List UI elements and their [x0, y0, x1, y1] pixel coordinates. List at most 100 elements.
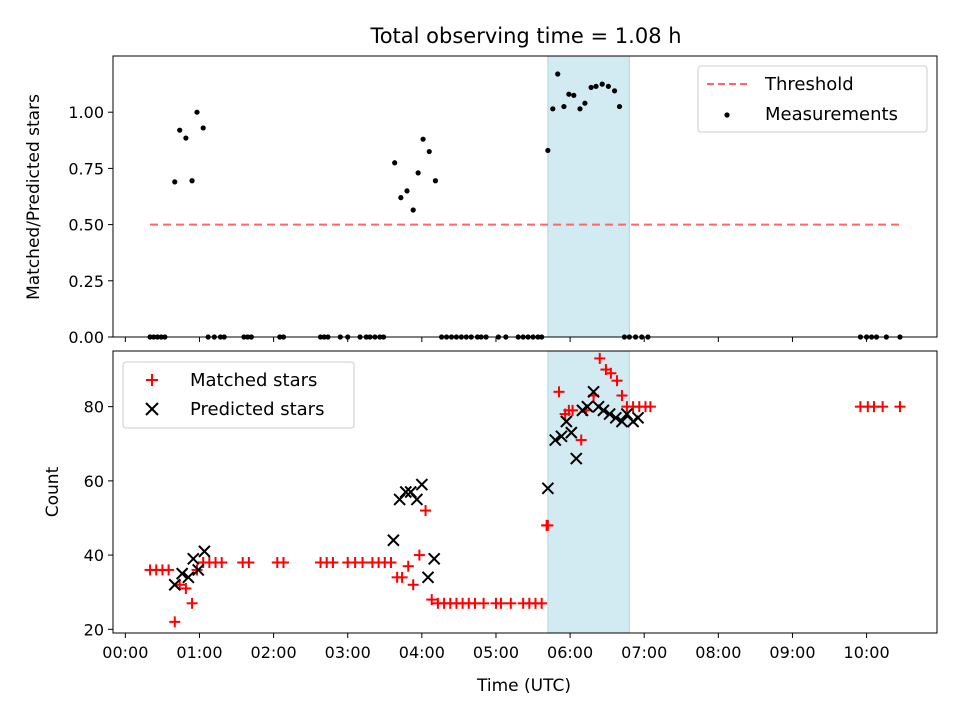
count-x-tick-label: 07:00 — [621, 643, 667, 662]
measurement-point — [550, 106, 556, 112]
measurement-point — [398, 195, 404, 201]
measurement-point — [183, 135, 189, 141]
matched-star-point — [327, 557, 339, 568]
ratio-y-tick-label: 1.00 — [68, 103, 104, 122]
count-legend: Matched stars Predicted stars — [122, 361, 355, 429]
measurement-point — [172, 179, 178, 185]
measurement-point — [566, 91, 572, 97]
measurement-point — [177, 127, 183, 133]
measurement-point — [577, 106, 583, 112]
measurement-point — [611, 88, 618, 94]
measurement-point — [545, 147, 551, 154]
matched-star-point — [567, 404, 579, 416]
matched-star-point — [553, 386, 565, 398]
count-y-axis-label: Count — [43, 466, 63, 517]
matched-star-point — [402, 560, 414, 572]
measurement-point — [200, 125, 206, 131]
measurement-point — [588, 84, 594, 91]
measurement-point — [194, 109, 200, 115]
measurement-point — [571, 92, 577, 98]
measurement-point — [605, 83, 611, 89]
predicted-star-point — [399, 485, 412, 499]
predicted-star-point — [565, 426, 578, 439]
matched-star-point — [385, 557, 397, 568]
matched-star-point — [180, 582, 192, 594]
measurement-point — [404, 188, 410, 194]
measurement-point — [189, 178, 195, 184]
measurement-point — [561, 103, 567, 110]
measurement-point — [555, 71, 561, 77]
predicted-star-point — [415, 478, 429, 491]
count-plot-area — [144, 352, 906, 628]
matched-star-point — [877, 401, 889, 413]
measurements-legend-label: Measurements — [765, 104, 898, 125]
measurement-point — [593, 83, 599, 89]
predicted-star-point — [560, 415, 573, 428]
ratio-y-tick-label: 0.25 — [68, 272, 104, 291]
matched-star-point — [575, 434, 587, 446]
predicted-star-point — [581, 400, 594, 413]
ratio-plot-area — [147, 71, 903, 340]
count-legend-box — [122, 361, 355, 429]
predicted-star-point — [541, 482, 555, 495]
matched-star-point — [505, 597, 517, 609]
measurement-point — [410, 207, 416, 213]
predicted-legend-marker — [145, 402, 159, 416]
matched-star-point — [243, 557, 255, 568]
measurements-legend-marker — [724, 112, 730, 118]
count-x-tick-label: 06:00 — [547, 643, 593, 662]
predicted-star-point — [387, 534, 400, 547]
predicted-star-point — [570, 452, 583, 465]
predicted-star-point — [187, 552, 200, 565]
measurement-point — [392, 160, 398, 166]
matched-star-point — [644, 401, 656, 413]
predicted-star-point — [427, 552, 441, 565]
ratio-y-tick-label: 0.00 — [68, 328, 104, 347]
count-x-tick-label: 10:00 — [844, 643, 890, 662]
matched-legend-label: Matched stars — [190, 370, 317, 391]
ratio-legend-box — [697, 65, 928, 133]
ratio-axes: 0.00 0.25 0.50 0.75 1.00 — [68, 103, 868, 347]
count-x-tick-label: 04:00 — [399, 643, 445, 662]
measurement-point — [415, 170, 421, 176]
predicted-star-point — [615, 415, 629, 428]
matched-star-point — [420, 505, 432, 517]
measurement-point — [582, 100, 588, 106]
count-y-tick-label: 40 — [84, 546, 104, 565]
threshold-legend-label: Threshold — [764, 74, 854, 95]
matched-star-point — [413, 549, 425, 561]
count-y-tick-label: 80 — [84, 398, 104, 417]
predicted-star-point — [631, 411, 645, 424]
count-x-tick-label: 09:00 — [769, 643, 815, 662]
predicted-star-point — [175, 567, 189, 580]
matched-star-point — [894, 401, 906, 413]
predicted-star-point — [587, 385, 600, 399]
predicted-star-point — [168, 578, 181, 591]
matched-star-point — [605, 367, 617, 379]
predicted-star-point — [421, 571, 435, 584]
matched-star-point — [542, 519, 554, 531]
measurement-point — [426, 148, 432, 155]
ratio-y-tick-label: 0.75 — [68, 159, 104, 178]
count-y-tick-label: 60 — [84, 472, 104, 491]
count-panel: 20 40 60 80 00:00 01:00 02:00 03:00 04:00 05:00 06… — [43, 350, 938, 696]
predicted-star-point — [603, 407, 616, 421]
predicted-star-point — [198, 545, 211, 558]
count-x-axis-label: Time (UTC) — [476, 676, 571, 696]
ratio-highlight-span — [547, 55, 630, 338]
matched-star-point — [611, 375, 623, 387]
measurement-point — [420, 136, 426, 142]
count-highlight-span — [547, 350, 630, 634]
predicted-star-point — [597, 404, 610, 417]
ratio-panel: 0.00 0.25 0.50 0.75 1.00 Matched/Predicted s… — [24, 55, 938, 347]
predicted-star-point — [410, 493, 424, 506]
count-x-tick-label: 03:00 — [325, 643, 371, 662]
count-x-tick-label: 08:00 — [695, 643, 741, 662]
measurement-point — [599, 81, 605, 87]
predicted-star-point — [182, 571, 195, 584]
count-panel-frame — [112, 350, 938, 634]
matched-star-point — [186, 597, 198, 609]
matched-star-point — [216, 557, 228, 568]
ratio-legend: Threshold Measurements — [697, 65, 928, 133]
matched-star-point — [594, 352, 606, 364]
